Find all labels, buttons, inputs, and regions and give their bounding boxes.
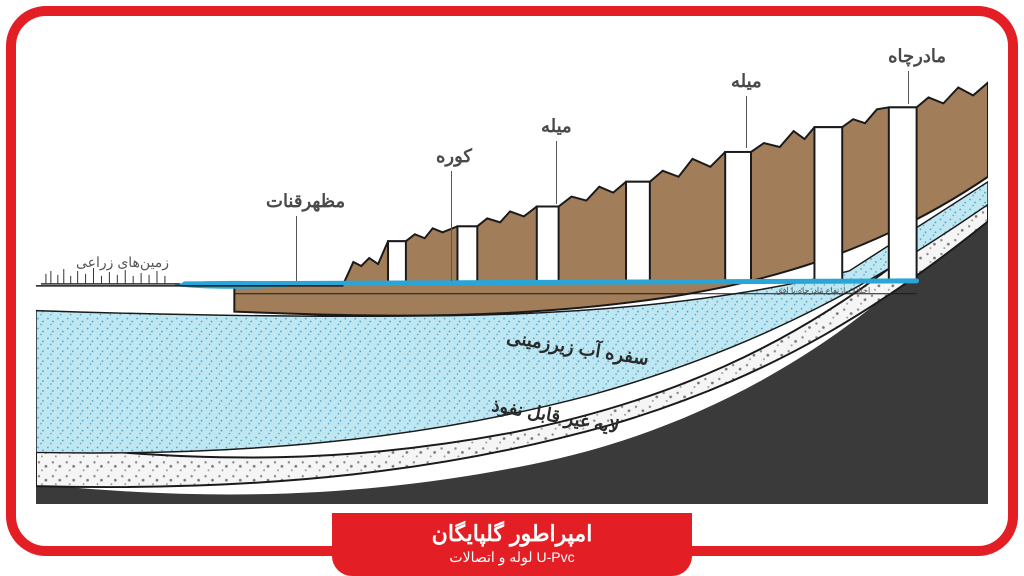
label-mother-well: مادرچاه — [888, 46, 946, 67]
qanat-diagram: مادرچاه میله میله کوره مظهرقنات زمین‌های… — [36, 26, 988, 506]
brand-title: امپراطور گلپایگان — [372, 521, 652, 547]
label-gallery: کوره — [436, 146, 472, 167]
water-channel — [185, 281, 917, 284]
line-outlet — [296, 216, 297, 281]
outlet-pool — [175, 281, 294, 289]
label-height-note: اختلاف ارتفاع مادرچاه با افق — [776, 286, 870, 295]
brand-subtitle: لوله و اتصالات U-Pvc — [372, 549, 652, 566]
label-shaft-1: میله — [731, 71, 762, 92]
line-gallery — [451, 171, 452, 281]
brand-banner: امپراطور گلپایگان لوله و اتصالات U-Pvc — [332, 513, 692, 576]
line-mother-well — [908, 71, 909, 104]
red-frame: مادرچاه میله میله کوره مظهرقنات زمین‌های… — [6, 6, 1018, 556]
label-outlet: مظهرقنات — [266, 191, 345, 212]
label-farmland: زمین‌های زراعی — [76, 254, 169, 271]
label-shaft-2: میله — [541, 116, 572, 137]
line-shaft-2 — [556, 141, 557, 204]
line-shaft-1 — [746, 96, 747, 148]
diagram-svg — [36, 26, 988, 506]
